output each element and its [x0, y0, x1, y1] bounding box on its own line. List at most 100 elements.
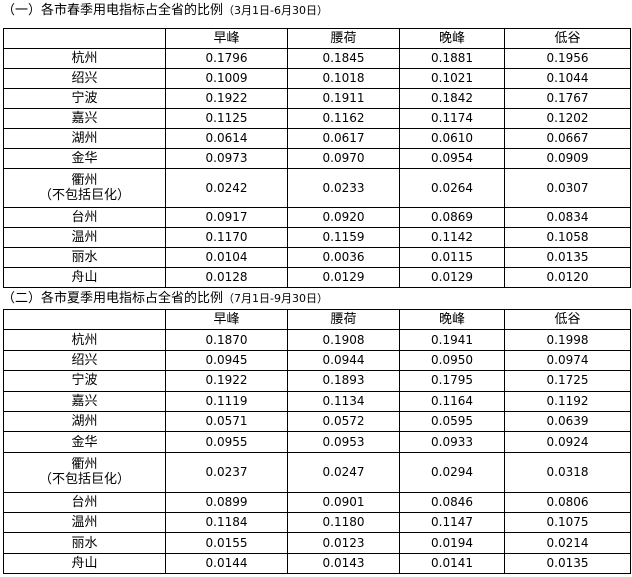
city-name: 湖州 — [71, 414, 98, 430]
value-cell: 0.0909 — [504, 148, 631, 169]
table-row: 绍兴 0.1009 0.1018 0.1021 0.1044 — [3, 68, 631, 89]
city-name: 台州 — [71, 210, 98, 225]
value-cell: 0.0806 — [504, 491, 631, 513]
value-cell: 0.1174 — [399, 108, 505, 129]
value-cell: 0.0141 — [399, 552, 505, 575]
value-cell: 0.1941 — [399, 329, 505, 351]
table-row: 衢州 （不包括巨化） 0.0242 0.0233 0.0264 0.0307 — [3, 168, 631, 208]
value-cell: 0.1170 — [165, 227, 288, 248]
value-cell: 0.0920 — [287, 207, 400, 228]
value-cell: 0.0135 — [504, 552, 631, 575]
table-row: 舟山 0.0128 0.0129 0.0129 0.0120 — [3, 267, 631, 288]
value-cell: 0.1796 — [165, 48, 288, 69]
city-name: 温州 — [71, 230, 98, 245]
city-name: 杭州 — [71, 51, 98, 66]
city-cell: 杭州 — [3, 48, 166, 69]
city-name: 杭州 — [71, 332, 98, 348]
value-cell: 0.1795 — [399, 370, 505, 392]
city-note: （不包括巨化） — [38, 472, 130, 488]
city-cell: 金华 — [3, 431, 166, 453]
value-cell: 0.0128 — [165, 267, 288, 288]
column-header: 低谷 — [504, 28, 631, 49]
value-cell: 0.1164 — [399, 390, 505, 412]
value-cell: 0.0104 — [165, 247, 288, 268]
city-name: 舟山 — [71, 270, 98, 285]
value-cell: 0.0944 — [287, 349, 400, 372]
city-name: 嘉兴 — [71, 393, 98, 409]
city-cell: 嘉兴 — [3, 108, 166, 129]
city-cell: 绍兴 — [3, 68, 166, 89]
value-cell: 0.0954 — [399, 148, 505, 169]
value-cell: 0.0974 — [504, 349, 631, 372]
value-cell: 0.1147 — [399, 511, 505, 534]
value-cell: 0.0970 — [287, 148, 400, 169]
value-cell: 0.1922 — [165, 370, 288, 392]
value-cell: 0.0834 — [504, 207, 631, 228]
column-header: 腰荷 — [287, 28, 400, 49]
table-row: 宁波 0.1922 0.1911 0.1842 0.1767 — [3, 88, 631, 109]
city-cell: 宁波 — [3, 370, 166, 392]
value-cell: 0.1922 — [165, 88, 288, 109]
value-cell: 0.1162 — [287, 108, 400, 129]
table-row: 金华 0.0955 0.0953 0.0933 0.0924 — [3, 431, 631, 453]
table-row: 舟山 0.0144 0.0143 0.0141 0.0135 — [3, 552, 631, 575]
value-cell: 0.1767 — [504, 88, 631, 109]
table-row: 台州 0.0899 0.0901 0.0846 0.0806 — [3, 491, 631, 513]
value-cell: 0.0953 — [287, 431, 400, 453]
city-cell: 宁波 — [3, 88, 166, 109]
column-header: 晚峰 — [399, 308, 505, 331]
value-cell: 0.1192 — [504, 390, 631, 412]
table-row: 金华 0.0973 0.0970 0.0954 0.0909 — [3, 148, 631, 169]
city-cell: 嘉兴 — [3, 390, 166, 412]
header-blank — [3, 28, 166, 49]
ratio-table: 早峰 腰荷 晚峰 低谷 杭州 0.1870 0.1908 0.1941 0.1998 绍兴 0.09… — [3, 308, 631, 575]
value-cell: 0.1018 — [287, 68, 400, 89]
value-cell: 0.1125 — [165, 108, 288, 129]
value-cell: 0.1998 — [504, 329, 631, 351]
value-cell: 0.0617 — [287, 128, 400, 149]
city-name: 嘉兴 — [71, 111, 98, 126]
city-note: （不包括巨化） — [38, 188, 130, 203]
value-cell: 0.0233 — [287, 168, 400, 208]
value-cell: 0.1142 — [399, 227, 505, 248]
value-cell: 0.0129 — [399, 267, 505, 288]
table-row: 杭州 0.1796 0.1845 0.1881 0.1956 — [3, 48, 631, 69]
value-cell: 0.0571 — [165, 410, 288, 433]
table-row: 杭州 0.1870 0.1908 0.1941 0.1998 — [3, 329, 631, 351]
city-cell: 金华 — [3, 148, 166, 169]
city-name: 温州 — [71, 515, 98, 531]
date-range: （7月1日-9月30日） — [223, 292, 328, 305]
city-name: 衢州 — [71, 173, 98, 188]
title-text: （二）各市夏季用电指标占全省的比例 — [2, 291, 224, 306]
header-row: 早峰 腰荷 晚峰 低谷 — [3, 28, 631, 49]
value-cell: 0.0135 — [504, 247, 631, 268]
value-cell: 0.1134 — [287, 390, 400, 412]
value-cell: 0.0933 — [399, 431, 505, 453]
value-cell: 0.0950 — [399, 349, 505, 372]
value-cell: 0.0667 — [504, 128, 631, 149]
city-name: 绍兴 — [71, 71, 98, 86]
column-header: 早峰 — [165, 28, 288, 49]
value-cell: 0.0144 — [165, 552, 288, 575]
table-row: 温州 0.1170 0.1159 0.1142 0.1058 — [3, 227, 631, 248]
column-header: 腰荷 — [287, 308, 400, 331]
value-cell: 0.0899 — [165, 491, 288, 513]
city-cell: 温州 — [3, 511, 166, 534]
value-cell: 0.0294 — [399, 451, 505, 493]
column-header: 早峰 — [165, 308, 288, 331]
value-cell: 0.0318 — [504, 451, 631, 493]
value-cell: 0.0143 — [287, 552, 400, 575]
value-cell: 0.0120 — [504, 267, 631, 288]
column-header: 晚峰 — [399, 28, 505, 49]
table-row: 嘉兴 0.1119 0.1134 0.1164 0.1192 — [3, 390, 631, 412]
city-name: 绍兴 — [71, 352, 98, 368]
value-cell: 0.0973 — [165, 148, 288, 169]
table-title: （一）各市春季用电指标占全省的比例（3月1日-6月30日） — [2, 2, 328, 20]
value-cell: 0.1725 — [504, 370, 631, 392]
value-cell: 0.1119 — [165, 390, 288, 412]
value-cell: 0.0917 — [165, 207, 288, 228]
table-title: （二）各市夏季用电指标占全省的比例（7月1日-9月30日） — [2, 290, 328, 308]
table-row: 绍兴 0.0945 0.0944 0.0950 0.0974 — [3, 349, 631, 372]
value-cell: 0.0595 — [399, 410, 505, 433]
value-cell: 0.1908 — [287, 329, 400, 351]
